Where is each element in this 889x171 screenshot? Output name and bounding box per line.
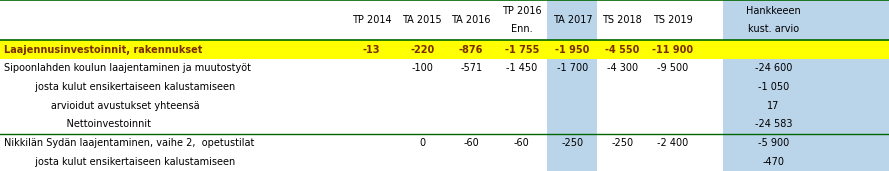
Bar: [0, 152, 548, 171]
Text: TA 2017: TA 2017: [553, 15, 592, 25]
Text: -60: -60: [463, 138, 479, 148]
Text: kust. arvio: kust. arvio: [748, 24, 799, 34]
Text: -1 700: -1 700: [557, 63, 589, 73]
Text: -24 600: -24 600: [755, 63, 792, 73]
Bar: [597, 134, 724, 152]
Bar: [597, 96, 724, 115]
Bar: [597, 59, 724, 78]
Text: -470: -470: [763, 157, 784, 167]
Text: Enn.: Enn.: [511, 24, 533, 34]
Text: -876: -876: [459, 44, 484, 55]
Text: -24 583: -24 583: [755, 119, 792, 129]
Text: -100: -100: [412, 63, 433, 73]
Bar: [0, 59, 548, 78]
Bar: [597, 78, 724, 96]
Text: Sipoonlahden koulun laajentaminen ja muutostyöt: Sipoonlahden koulun laajentaminen ja muu…: [4, 63, 251, 73]
Text: -13: -13: [363, 44, 380, 55]
Text: TP 2016: TP 2016: [502, 6, 541, 16]
Text: -250: -250: [612, 138, 633, 148]
Text: -1 950: -1 950: [556, 44, 589, 55]
Text: arvioidut avustukset yhteensä: arvioidut avustukset yhteensä: [4, 101, 199, 111]
Text: -1 450: -1 450: [506, 63, 538, 73]
Bar: [0, 96, 548, 115]
Text: -1 755: -1 755: [505, 44, 539, 55]
Bar: [548, 0, 597, 171]
Text: -220: -220: [410, 44, 435, 55]
Text: Nikkilän Sydän laajentaminen, vaihe 2,  opetustilat: Nikkilän Sydän laajentaminen, vaihe 2, o…: [4, 138, 254, 148]
Text: TS 2019: TS 2019: [653, 15, 693, 25]
Text: josta kulut ensikertaiseen kalustamiseen: josta kulut ensikertaiseen kalustamiseen: [4, 157, 235, 167]
Text: TP 2014: TP 2014: [352, 15, 391, 25]
Text: -1 050: -1 050: [757, 82, 789, 92]
Text: -250: -250: [562, 138, 583, 148]
Text: Nettoinvestoinnit: Nettoinvestoinnit: [4, 119, 150, 129]
Bar: [597, 152, 724, 171]
Text: Laajennusinvestoinnit, rakennukset: Laajennusinvestoinnit, rakennukset: [4, 44, 202, 55]
Bar: [0, 78, 548, 96]
Text: -60: -60: [514, 138, 530, 148]
Text: TS 2018: TS 2018: [603, 15, 642, 25]
Text: -2 400: -2 400: [657, 138, 689, 148]
Text: josta kulut ensikertaiseen kalustamiseen: josta kulut ensikertaiseen kalustamiseen: [4, 82, 235, 92]
Text: -9 500: -9 500: [657, 63, 689, 73]
Text: -5 900: -5 900: [757, 138, 789, 148]
Text: -571: -571: [461, 63, 482, 73]
Text: 0: 0: [420, 138, 425, 148]
Text: 17: 17: [767, 101, 780, 111]
Text: TA 2015: TA 2015: [403, 15, 442, 25]
Bar: [0, 115, 548, 134]
Bar: [0, 40, 889, 59]
Bar: [597, 115, 724, 134]
Text: TA 2016: TA 2016: [452, 15, 491, 25]
Text: -11 900: -11 900: [653, 44, 693, 55]
Text: -4 550: -4 550: [605, 44, 639, 55]
Bar: [724, 0, 889, 171]
Text: Hankkeeen: Hankkeeen: [746, 6, 801, 16]
Bar: [0, 134, 548, 152]
Text: -4 300: -4 300: [606, 63, 638, 73]
